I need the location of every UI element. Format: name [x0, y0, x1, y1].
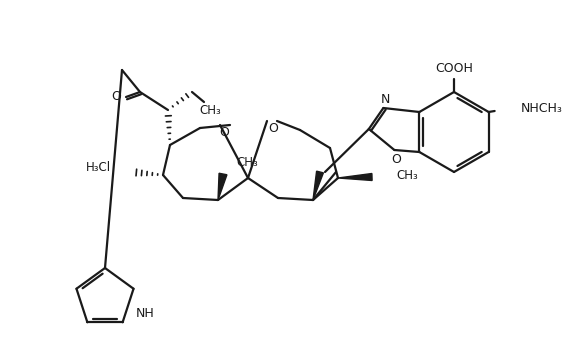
- Text: CH₃: CH₃: [236, 156, 258, 168]
- Text: NHCH₃: NHCH₃: [521, 102, 563, 114]
- Text: O: O: [268, 122, 278, 135]
- Text: CH₃: CH₃: [199, 104, 221, 117]
- Polygon shape: [218, 173, 227, 200]
- Text: H₃Cl: H₃Cl: [86, 161, 111, 174]
- Text: O: O: [219, 126, 229, 139]
- Text: CH₃: CH₃: [396, 168, 418, 181]
- Polygon shape: [338, 174, 372, 180]
- Polygon shape: [313, 171, 323, 200]
- Text: O: O: [391, 153, 401, 166]
- Text: COOH: COOH: [435, 62, 473, 75]
- Text: NH: NH: [136, 307, 155, 320]
- Text: N: N: [381, 93, 390, 105]
- Text: O: O: [111, 90, 121, 103]
